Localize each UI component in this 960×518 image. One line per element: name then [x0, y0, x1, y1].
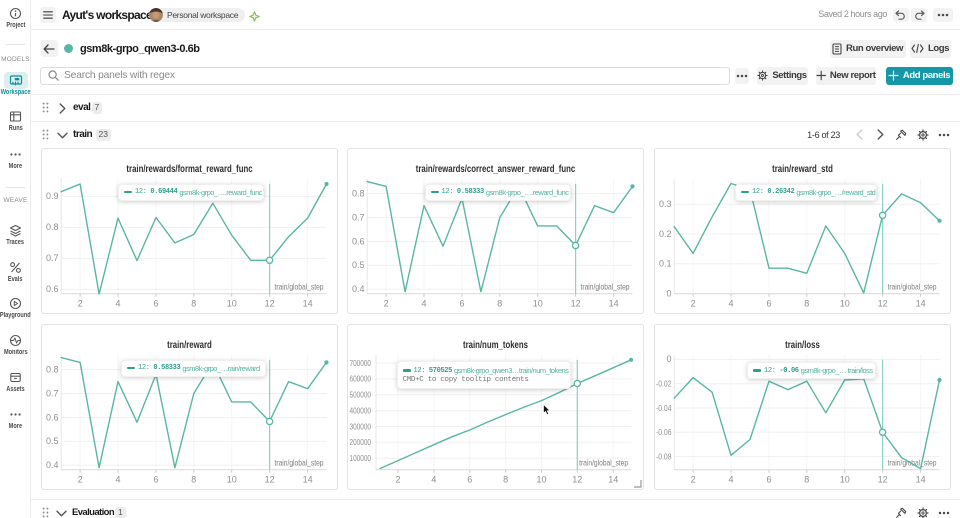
svg-text:14: 14 — [609, 299, 619, 309]
svg-text:4: 4 — [115, 299, 120, 309]
svg-text:4: 4 — [431, 475, 436, 485]
svg-text:8: 8 — [191, 475, 196, 485]
svg-text:6: 6 — [459, 299, 464, 309]
svg-text:-0.04: -0.04 — [656, 404, 672, 413]
svg-text:12: 12 — [877, 299, 887, 309]
svg-text:14: 14 — [915, 475, 925, 485]
svg-text:0.7: 0.7 — [45, 253, 58, 263]
svg-text:12: 12 — [572, 475, 582, 485]
svg-text:400000: 400000 — [350, 406, 372, 415]
svg-text:2: 2 — [77, 299, 82, 309]
svg-text:0.3: 0.3 — [658, 199, 671, 209]
svg-text:2: 2 — [77, 475, 82, 485]
svg-text:10: 10 — [536, 475, 546, 485]
svg-text:14: 14 — [302, 475, 312, 485]
svg-text:8: 8 — [804, 475, 809, 485]
svg-text:12: 12 — [877, 475, 887, 485]
svg-text:2: 2 — [395, 475, 400, 485]
svg-text:0.6: 0.6 — [45, 284, 58, 294]
svg-text:0.8: 0.8 — [45, 222, 58, 232]
svg-text:200000: 200000 — [350, 438, 372, 447]
svg-text:0.7: 0.7 — [45, 388, 58, 398]
svg-text:4: 4 — [421, 299, 426, 309]
svg-text:700000: 700000 — [350, 359, 372, 368]
svg-text:0.6: 0.6 — [45, 412, 58, 422]
svg-text:4: 4 — [728, 299, 733, 309]
svg-text:0.1: 0.1 — [658, 259, 671, 269]
svg-text:-0.06: -0.06 — [656, 428, 672, 437]
svg-text:14: 14 — [302, 299, 312, 309]
svg-text:12: 12 — [571, 299, 581, 309]
svg-text:train/global_step: train/global_step — [274, 282, 323, 292]
svg-text:0.4: 0.4 — [45, 460, 58, 470]
svg-text:8: 8 — [503, 475, 508, 485]
svg-text:8: 8 — [804, 299, 809, 309]
svg-text:4: 4 — [115, 475, 120, 485]
svg-text:10: 10 — [226, 475, 236, 485]
svg-text:2: 2 — [384, 299, 389, 309]
svg-text:0.7: 0.7 — [352, 212, 365, 222]
svg-text:-0.02: -0.02 — [656, 380, 672, 389]
svg-text:0.9: 0.9 — [45, 191, 58, 201]
svg-text:6: 6 — [153, 475, 158, 485]
svg-text:2: 2 — [690, 299, 695, 309]
svg-text:6: 6 — [766, 299, 771, 309]
svg-text:10: 10 — [226, 299, 236, 309]
svg-text:300000: 300000 — [350, 422, 372, 431]
svg-text:train/global_step: train/global_step — [579, 458, 628, 468]
svg-text:8: 8 — [191, 299, 196, 309]
svg-text:0.5: 0.5 — [352, 260, 365, 270]
svg-text:6: 6 — [766, 475, 771, 485]
svg-text:2: 2 — [690, 475, 695, 485]
svg-text:train/global_step: train/global_step — [274, 458, 323, 468]
svg-text:500000: 500000 — [350, 391, 372, 400]
svg-text:0.6: 0.6 — [352, 236, 365, 246]
svg-text:0.8: 0.8 — [45, 364, 58, 374]
svg-text:0.5: 0.5 — [45, 436, 58, 446]
svg-text:train/global_step: train/global_step — [887, 282, 936, 292]
svg-text:4: 4 — [728, 475, 733, 485]
svg-text:14: 14 — [608, 475, 618, 485]
svg-text:0.2: 0.2 — [658, 229, 671, 239]
svg-text:8: 8 — [497, 299, 502, 309]
svg-text:100000: 100000 — [350, 454, 372, 463]
svg-text:0.8: 0.8 — [352, 188, 365, 198]
svg-text:6: 6 — [467, 475, 472, 485]
svg-text:0: 0 — [666, 288, 671, 298]
svg-text:12: 12 — [264, 475, 274, 485]
svg-text:train/global_step: train/global_step — [887, 458, 936, 468]
svg-text:6: 6 — [153, 299, 158, 309]
svg-text:14: 14 — [915, 299, 925, 309]
svg-text:10: 10 — [533, 299, 543, 309]
svg-text:0.4: 0.4 — [352, 284, 365, 294]
svg-text:10: 10 — [839, 475, 849, 485]
svg-text:-0.08: -0.08 — [656, 452, 672, 461]
svg-text:0: 0 — [666, 354, 671, 364]
svg-text:10: 10 — [839, 299, 849, 309]
svg-text:600000: 600000 — [350, 375, 372, 384]
svg-text:12: 12 — [264, 299, 274, 309]
svg-text:train/global_step: train/global_step — [581, 282, 630, 292]
